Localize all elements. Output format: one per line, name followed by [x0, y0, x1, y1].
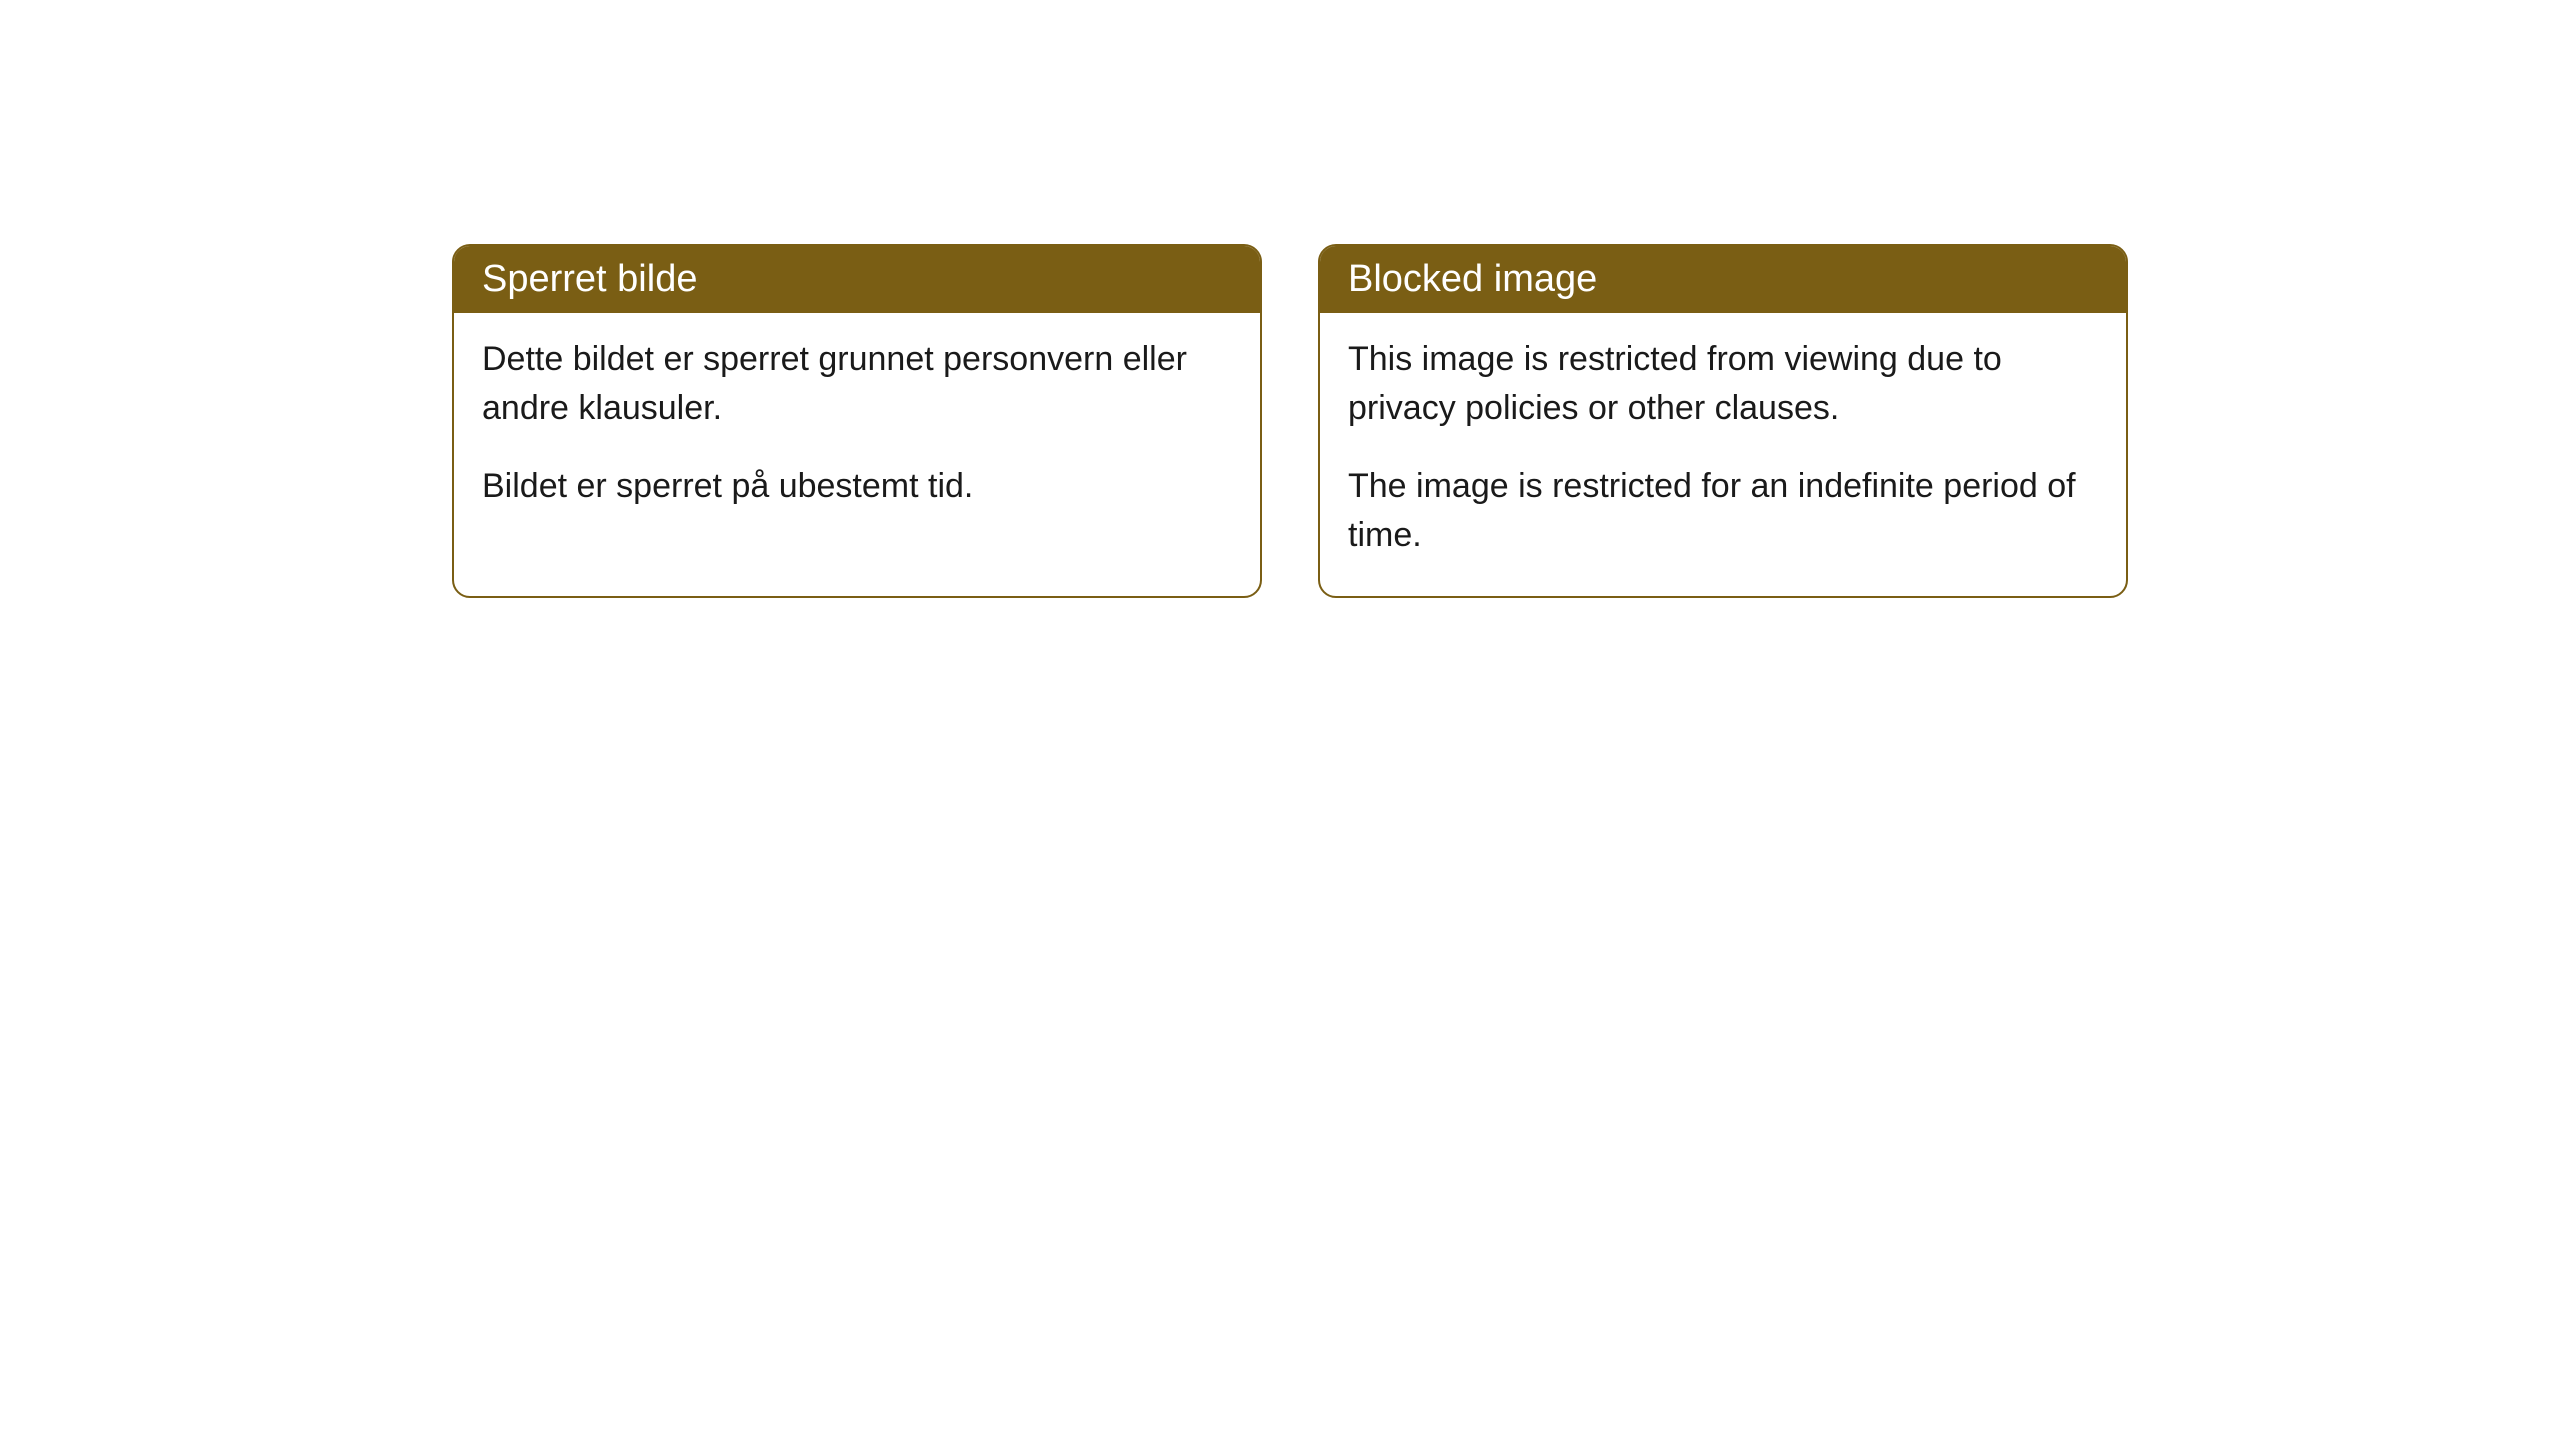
card-header: Blocked image — [1320, 246, 2126, 313]
card-paragraph: The image is restricted for an indefinit… — [1348, 462, 2098, 561]
notice-card-norwegian: Sperret bilde Dette bildet er sperret gr… — [452, 244, 1262, 598]
card-header: Sperret bilde — [454, 246, 1260, 313]
card-paragraph: Dette bildet er sperret grunnet personve… — [482, 335, 1232, 434]
notice-card-english: Blocked image This image is restricted f… — [1318, 244, 2128, 598]
card-paragraph: Bildet er sperret på ubestemt tid. — [482, 462, 1232, 511]
card-paragraph: This image is restricted from viewing du… — [1348, 335, 2098, 434]
notice-cards-container: Sperret bilde Dette bildet er sperret gr… — [452, 244, 2128, 598]
card-body: This image is restricted from viewing du… — [1320, 313, 2126, 596]
card-body: Dette bildet er sperret grunnet personve… — [454, 313, 1260, 547]
